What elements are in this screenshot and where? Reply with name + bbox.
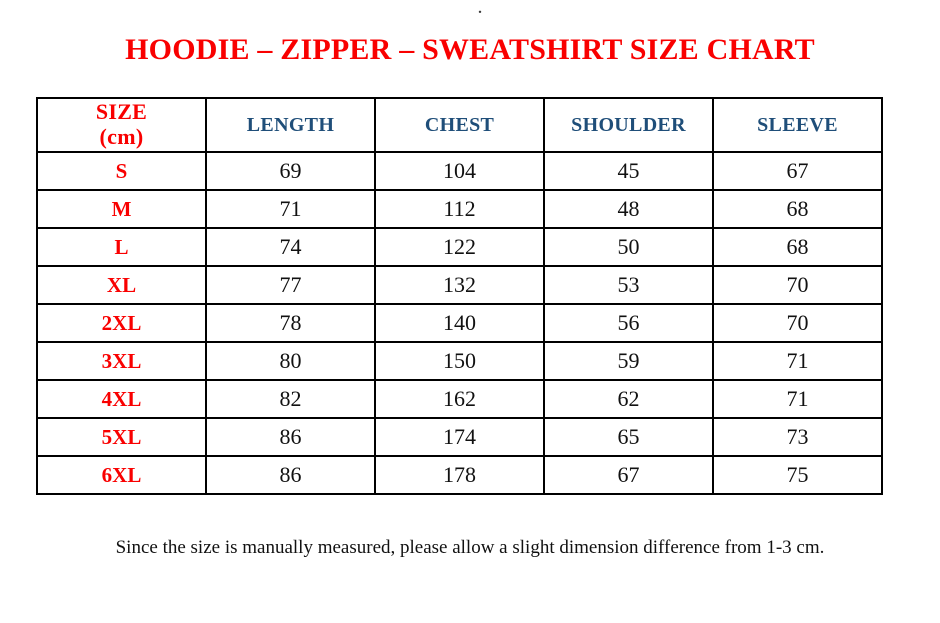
chest-cell: 104 — [374, 151, 545, 191]
sleeve-cell: 70 — [712, 303, 883, 343]
size-cell: L — [36, 227, 207, 267]
shoulder-cell: 62 — [543, 379, 714, 419]
table-body: S 69 104 45 67 M 71 112 48 68 L 74 122 5… — [36, 151, 883, 495]
shoulder-cell: 59 — [543, 341, 714, 381]
length-cell: 82 — [205, 379, 376, 419]
length-cell: 74 — [205, 227, 376, 267]
page-title: HOODIE – ZIPPER – SWEATSHIRT SIZE CHART — [125, 33, 815, 66]
size-cell: S — [36, 151, 207, 191]
shoulder-cell: 45 — [543, 151, 714, 191]
table-row-l: L 74 122 50 68 — [36, 227, 883, 267]
size-header-label: SIZE — [95, 99, 148, 125]
sleeve-cell: 75 — [712, 455, 883, 495]
stray-period-mark: . — [478, 1, 482, 17]
column-header-sleeve: SLEEVE — [712, 97, 883, 153]
size-cell: 2XL — [36, 303, 207, 343]
chest-cell: 174 — [374, 417, 545, 457]
table-row-s: S 69 104 45 67 — [36, 151, 883, 191]
length-cell: 71 — [205, 189, 376, 229]
shoulder-cell: 67 — [543, 455, 714, 495]
size-cell: 5XL — [36, 417, 207, 457]
table-row-xl: XL 77 132 53 70 — [36, 265, 883, 305]
chest-cell: 140 — [374, 303, 545, 343]
header-row: SIZE (cm) LENGTH CHEST SHOULDER SLEEVE — [36, 97, 883, 153]
length-cell: 86 — [205, 417, 376, 457]
size-cell: 3XL — [36, 341, 207, 381]
length-cell: 80 — [205, 341, 376, 381]
chest-cell: 112 — [374, 189, 545, 229]
table-row-3xl: 3XL 80 150 59 71 — [36, 341, 883, 381]
sleeve-cell: 68 — [712, 189, 883, 229]
column-header-size: SIZE (cm) — [36, 97, 207, 153]
table-row-6xl: 6XL 86 178 67 75 — [36, 455, 883, 495]
sleeve-cell: 68 — [712, 227, 883, 267]
chest-cell: 178 — [374, 455, 545, 495]
length-cell: 77 — [205, 265, 376, 305]
length-cell: 78 — [205, 303, 376, 343]
length-cell: 86 — [205, 455, 376, 495]
size-chart-table: SIZE (cm) LENGTH CHEST SHOULDER SLEEVE S… — [36, 97, 883, 495]
shoulder-cell: 56 — [543, 303, 714, 343]
column-header-shoulder: SHOULDER — [543, 97, 714, 153]
sleeve-cell: 67 — [712, 151, 883, 191]
sleeve-cell: 71 — [712, 341, 883, 381]
shoulder-cell: 53 — [543, 265, 714, 305]
table-row-5xl: 5XL 86 174 65 73 — [36, 417, 883, 457]
table-row-4xl: 4XL 82 162 62 71 — [36, 379, 883, 419]
chest-cell: 132 — [374, 265, 545, 305]
table-header: SIZE (cm) LENGTH CHEST SHOULDER SLEEVE — [36, 97, 883, 153]
shoulder-cell: 50 — [543, 227, 714, 267]
size-header-unit: (cm) — [99, 124, 144, 149]
chest-cell: 122 — [374, 227, 545, 267]
chest-cell: 162 — [374, 379, 545, 419]
chest-cell: 150 — [374, 341, 545, 381]
sleeve-cell: 70 — [712, 265, 883, 305]
length-cell: 69 — [205, 151, 376, 191]
size-cell: M — [36, 189, 207, 229]
column-header-chest: CHEST — [374, 97, 545, 153]
table-row-m: M 71 112 48 68 — [36, 189, 883, 229]
sleeve-cell: 73 — [712, 417, 883, 457]
column-header-length: LENGTH — [205, 97, 376, 153]
size-cell: XL — [36, 265, 207, 305]
table-row-2xl: 2XL 78 140 56 70 — [36, 303, 883, 343]
size-cell: 6XL — [36, 455, 207, 495]
measurement-disclaimer: Since the size is manually measured, ple… — [115, 537, 825, 558]
size-cell: 4XL — [36, 379, 207, 419]
shoulder-cell: 65 — [543, 417, 714, 457]
shoulder-cell: 48 — [543, 189, 714, 229]
sleeve-cell: 71 — [712, 379, 883, 419]
